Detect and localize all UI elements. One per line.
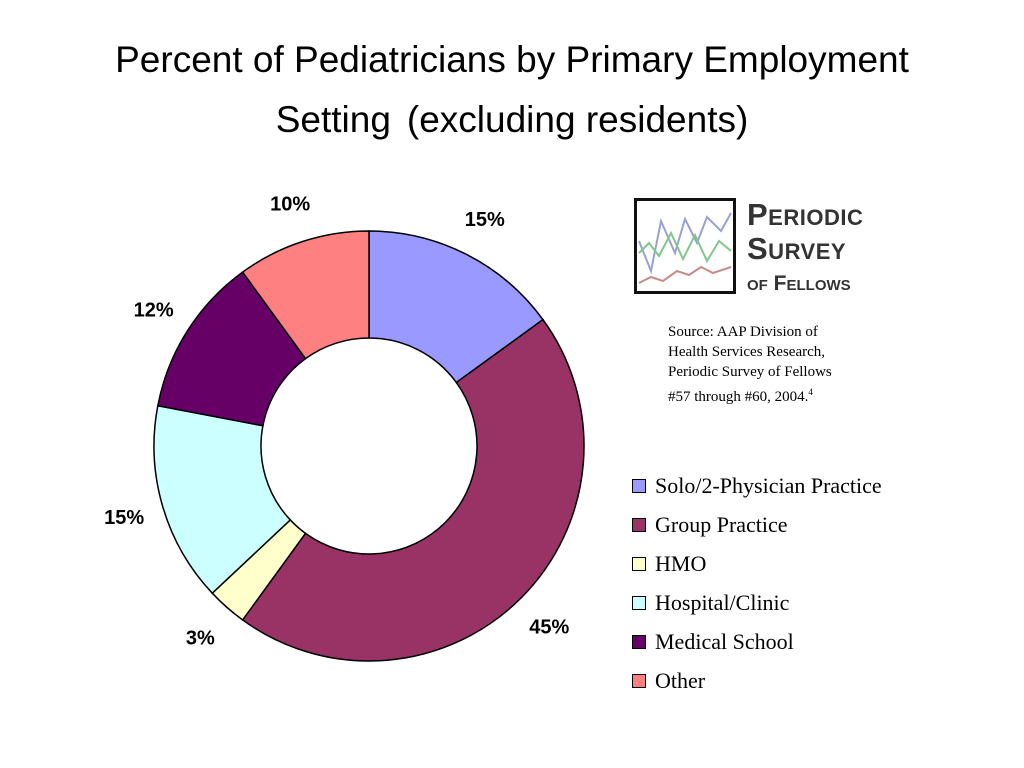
legend-label: Solo/2-Physician Practice: [655, 472, 882, 498]
legend-label: Medical School: [655, 628, 794, 654]
legend-swatch: [632, 517, 646, 532]
logo-text: Periodic Survey of Fellows: [747, 198, 863, 298]
source-superscript: 4: [808, 387, 813, 397]
title-line-2-a: Setting: [275, 99, 391, 140]
source-line-4: #57 through #60, 2004.4: [668, 382, 868, 407]
legend-item-hmo: HMO: [632, 544, 1002, 583]
data-label-solo-2-physician-practice: 15%: [465, 209, 505, 231]
slice-hospital-clinic: [153, 404, 292, 595]
legend-swatch: [632, 595, 646, 610]
data-label-group-practice: 45%: [529, 616, 569, 638]
logo-line-1: Periodic: [747, 197, 864, 232]
periodic-survey-logo: Periodic Survey of Fellows: [634, 198, 914, 300]
legend-swatch: [632, 478, 646, 493]
logo-line-2: Survey: [747, 231, 847, 266]
slice-solo-2-physician-practice: [368, 230, 544, 384]
legend-item-other: Other: [632, 661, 1002, 700]
logo-graph-icon: [634, 198, 736, 294]
data-label-hospital-clinic: 15%: [104, 507, 144, 529]
source-line-3: Periodic Survey of Fellows: [668, 364, 832, 380]
source-note: Source: AAP Division of Health Services …: [668, 322, 868, 407]
legend-item-hospital-clinic: Hospital/Clinic: [632, 583, 1002, 622]
data-label-medical-school: 12%: [134, 299, 174, 321]
source-line-1: Source: AAP Division of: [668, 324, 818, 340]
data-label-hmo: 3%: [186, 627, 215, 649]
chart-title: Percent of Pediatricians by Primary Empl…: [0, 30, 1024, 150]
source-line-4-text: #57 through #60, 2004.: [668, 389, 809, 405]
data-label-other: 10%: [270, 193, 310, 215]
title-line-2-b: (excluding residents): [406, 99, 749, 140]
legend-label: Other: [655, 667, 706, 693]
legend-label: Hospital/Clinic: [655, 589, 790, 615]
legend-item-solo-2-physician-practice: Solo/2-Physician Practice: [632, 466, 1002, 505]
slice-other: [241, 230, 370, 360]
legend-label: HMO: [655, 550, 707, 576]
legend-label: Group Practice: [655, 511, 788, 537]
logo-line-3: of Fellows: [747, 272, 851, 295]
legend-swatch: [632, 556, 646, 571]
legend-item-medical-school: Medical School: [632, 622, 1002, 661]
title-line-2: Setting (excluding residents): [0, 90, 1024, 150]
slice-group-practice: [241, 318, 585, 662]
title-line-1: Percent of Pediatricians by Primary Empl…: [115, 39, 909, 80]
source-line-2: Health Services Research,: [668, 344, 826, 360]
legend-swatch: [632, 673, 646, 688]
legend-item-group-practice: Group Practice: [632, 505, 1002, 544]
legend-swatch: [632, 634, 646, 649]
chart-legend: Solo/2-Physician Practice Group Practice H…: [632, 466, 1002, 700]
